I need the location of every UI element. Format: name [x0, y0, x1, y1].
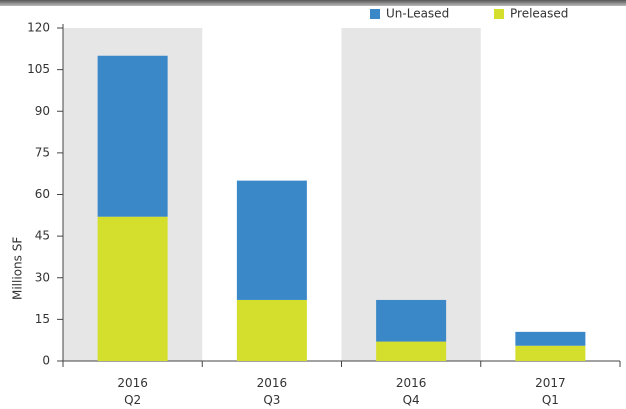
bar-segment: [515, 345, 586, 361]
legend-swatch: [370, 9, 380, 19]
y-tick-label: 75: [35, 145, 50, 159]
y-tick-label: 120: [27, 21, 50, 35]
x-tick-label: 2016 Q3: [257, 376, 288, 407]
legend-label: Preleased: [510, 7, 568, 21]
bar-segment: [97, 216, 168, 361]
bar-segment: [236, 180, 307, 300]
y-tick-label: 90: [35, 104, 50, 118]
y-tick-label: 60: [35, 187, 50, 201]
y-tick-label: 0: [42, 354, 50, 368]
bar-segment: [376, 299, 447, 342]
x-tick-label: 2017 Q1: [535, 376, 566, 407]
bar-segment: [236, 299, 307, 361]
bar-segment: [515, 331, 586, 346]
y-tick-label: 30: [35, 270, 50, 284]
legend-label: Un-Leased: [386, 7, 449, 21]
y-tick-label: 15: [35, 312, 50, 326]
bar-segment: [97, 55, 168, 217]
legend-swatch: [494, 9, 504, 19]
x-tick-label: 2016 Q4: [396, 376, 427, 407]
x-tick-label: 2016 Q2: [117, 376, 148, 407]
y-tick-label: 45: [35, 229, 50, 243]
bar-segment: [376, 341, 447, 361]
y-tick-label: 105: [27, 62, 50, 76]
y-axis-label: Millions SF: [11, 237, 25, 300]
top-strip: [0, 0, 626, 6]
